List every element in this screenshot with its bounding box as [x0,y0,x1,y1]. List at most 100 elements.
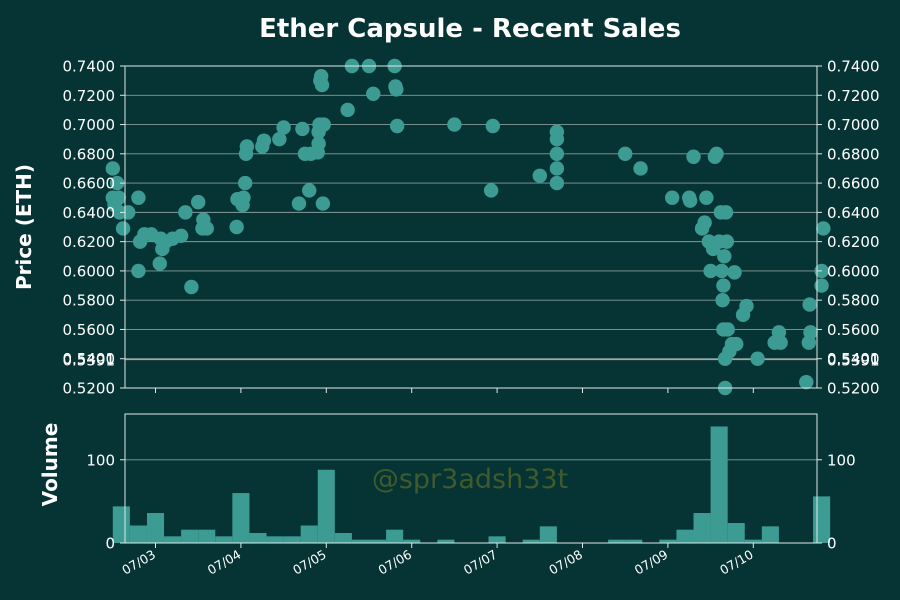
volume-y-ticks-right: 0 100 [817,451,856,553]
volume-bar [283,536,301,543]
volume-bar [744,539,762,543]
volume-bar [522,539,540,543]
watermark: @spr3adsh33t [372,464,568,495]
sale-point [715,292,730,308]
price-y-tick-label-right: 0.6000 [827,262,880,280]
price-y-tick-label-right: 0.5800 [827,292,880,310]
sale-point [816,221,831,236]
sale-point [549,131,565,147]
x-tick-label: 07/05 [290,547,329,578]
sale-point [236,190,251,205]
sale-point [111,190,126,205]
sale-point [719,234,735,249]
sale-point [697,215,712,230]
sale-point [316,117,331,132]
volume-bar [693,513,711,543]
sale-point [716,278,731,293]
volume-bar [539,526,557,543]
volume-y-tick-label-right: 100 [827,451,856,469]
price-y-tick-label-right: 0.5200 [827,380,880,398]
sale-point [720,322,735,337]
volume-bar [369,539,387,543]
price-y-tick-label: 0.6600 [63,175,116,193]
price-y-tick-label: 0.7200 [63,87,116,105]
x-tick-label: 07/10 [717,547,756,578]
volume-bar [215,536,233,543]
volume-bar [437,539,455,543]
price-y-tick-label-right: 0.5600 [827,321,880,339]
volume-x-ticks: 07/03 07/04 07/05 07/06 07/07 07/08 07/09 07/10 [119,543,756,578]
price-y-extra-tick-label-right: 0.5391 [827,352,880,370]
sale-point [709,146,724,162]
price-grid [125,65,817,389]
sale-point [802,297,817,312]
price-y-tick-label: 0.5800 [63,292,116,310]
price-y-tick-label: 0.7000 [63,116,116,134]
chart-title: Ether Capsule - Recent Sales [259,14,681,44]
price-y-tick-label-right: 0.7000 [827,116,880,134]
sale-point [295,121,310,137]
volume-bar [710,426,728,543]
sale-point [131,263,146,279]
volume-bar [488,536,506,543]
volume-bar [146,513,165,543]
sale-point [115,221,131,236]
price-x-tick-marks [155,388,754,393]
price-y-tick-label: 0.5400 [63,350,116,368]
volume-y-tick-label: 0 [105,535,115,553]
sale-point [633,161,648,176]
price-y-tick-label: 0.5200 [63,380,116,398]
sale-point [239,139,255,154]
sale-point [311,136,326,151]
price-y-tick-label-right: 0.7400 [827,58,880,76]
volume-bar [112,506,130,543]
sale-point [447,117,462,132]
sale-point [315,196,331,211]
volume-y-ticks-left: 0 100 [86,451,125,553]
sale-point [803,325,818,340]
sale-point [814,278,829,293]
sale-point [485,118,501,134]
sale-point [686,149,701,164]
price-y-extra-tick-label-right: 0.5401 [827,350,880,368]
volume-bar [386,529,404,543]
price-points [105,58,831,396]
sale-point [152,256,167,271]
sale-point [682,193,698,208]
sale-point [389,118,405,134]
sale-point [199,221,214,236]
sale-point [727,265,742,280]
volume-bar [608,539,626,543]
volume-bar [300,525,318,543]
x-tick-label: 07/04 [205,547,244,578]
price-y-ticks-left: 0.5200 0.5400 0.5600 0.5800 0.6000 0.6200 0.64… [63,58,125,398]
price-y-axis-label: Price (ETH) [12,164,36,290]
sale-point [340,102,355,118]
volume-y-axis-label: Volume [38,423,62,507]
volume-bar [232,493,250,543]
sale-point [773,335,788,350]
sale-point [237,175,253,191]
sale-point [549,175,565,191]
volume-bar [198,529,216,543]
sale-point [229,219,244,235]
volume-y-tick-label: 100 [86,451,115,469]
sale-point [184,279,199,295]
volume-bar [129,525,147,543]
sale-point [191,194,206,210]
sale-point [714,263,729,279]
sale-point [549,146,565,162]
sale-point [173,228,189,243]
sale-point [532,168,547,183]
sale-point [366,86,381,102]
sale-point [717,249,732,264]
sale-point [272,131,287,147]
volume-bar [164,536,182,543]
sale-point [291,196,307,211]
sale-point [131,190,146,205]
sale-point [799,374,814,390]
price-y-extra-tick-label: 0.5401 [63,350,116,368]
price-y-tick-label: 0.6800 [63,145,116,163]
